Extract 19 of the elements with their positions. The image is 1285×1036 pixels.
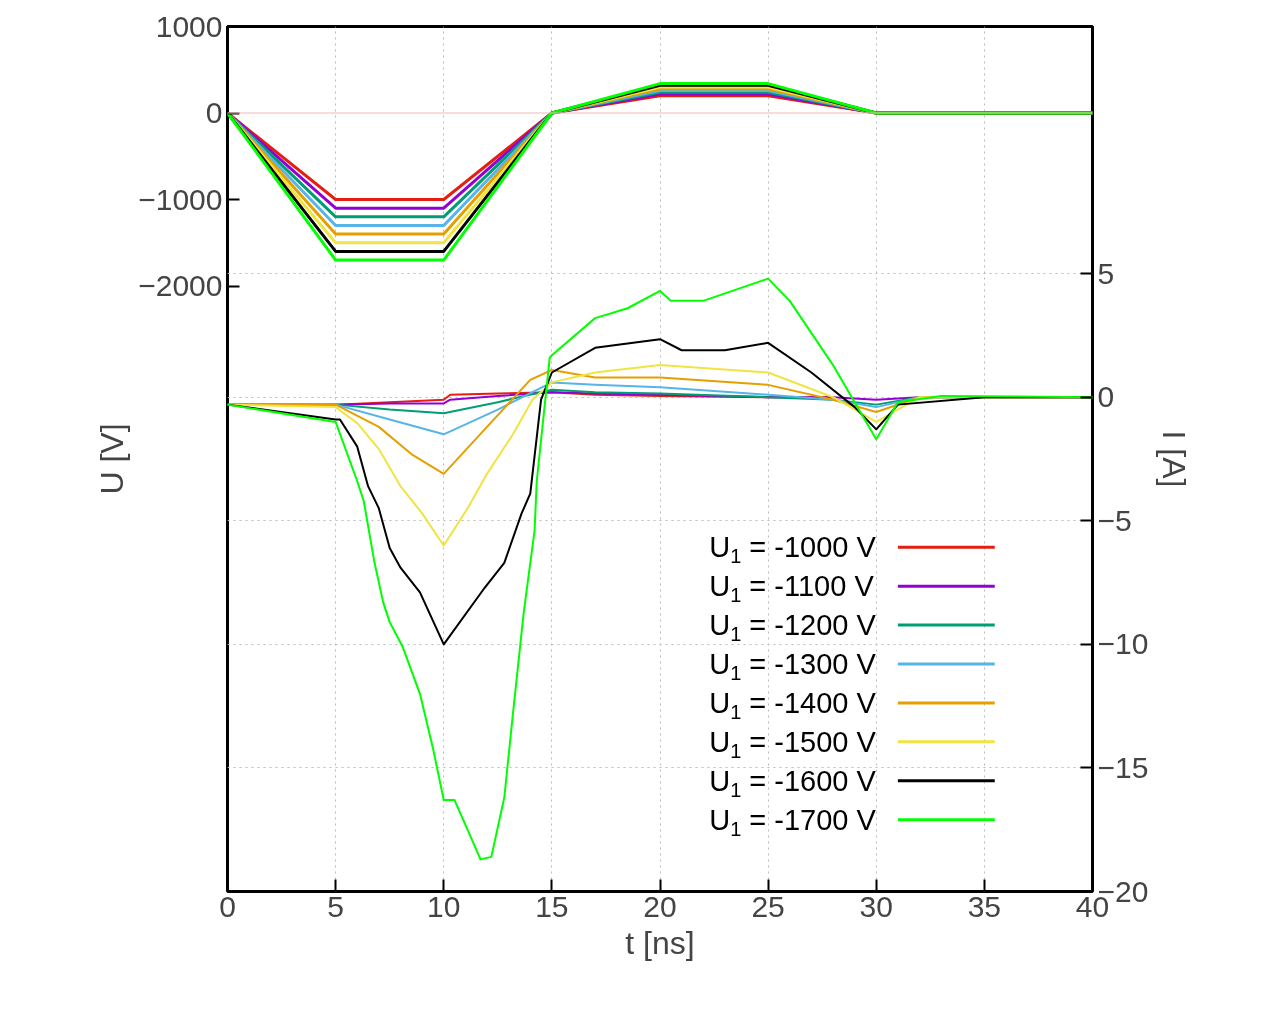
y-tick-label: −1000 bbox=[138, 182, 223, 216]
y-tick-label: −2000 bbox=[138, 269, 223, 302]
y2-axis-title: I [A] bbox=[1156, 430, 1193, 488]
x-tick-label: 5 bbox=[327, 889, 344, 923]
y2-tick-label: −10 bbox=[1097, 627, 1149, 661]
x-tick-label: 35 bbox=[967, 889, 1002, 923]
y-tick-label: 0 bbox=[205, 96, 223, 129]
x-tick-label: 10 bbox=[427, 889, 461, 923]
y2-tick-label: −5 bbox=[1097, 503, 1132, 537]
y-axis-title: U [V] bbox=[94, 423, 131, 495]
y-tick-label: 1000 bbox=[155, 9, 223, 43]
y2-tick-label: 5 bbox=[1097, 256, 1115, 290]
x-axis-title: t [ns] bbox=[625, 924, 695, 961]
x-tick-label: 25 bbox=[751, 889, 785, 923]
x-tick-label: 15 bbox=[535, 889, 569, 923]
x-tick-label: 20 bbox=[643, 889, 677, 923]
x-tick-label: 30 bbox=[859, 889, 893, 923]
y2-tick-label: −15 bbox=[1097, 750, 1149, 784]
y2-tick-label: 0 bbox=[1097, 380, 1115, 414]
